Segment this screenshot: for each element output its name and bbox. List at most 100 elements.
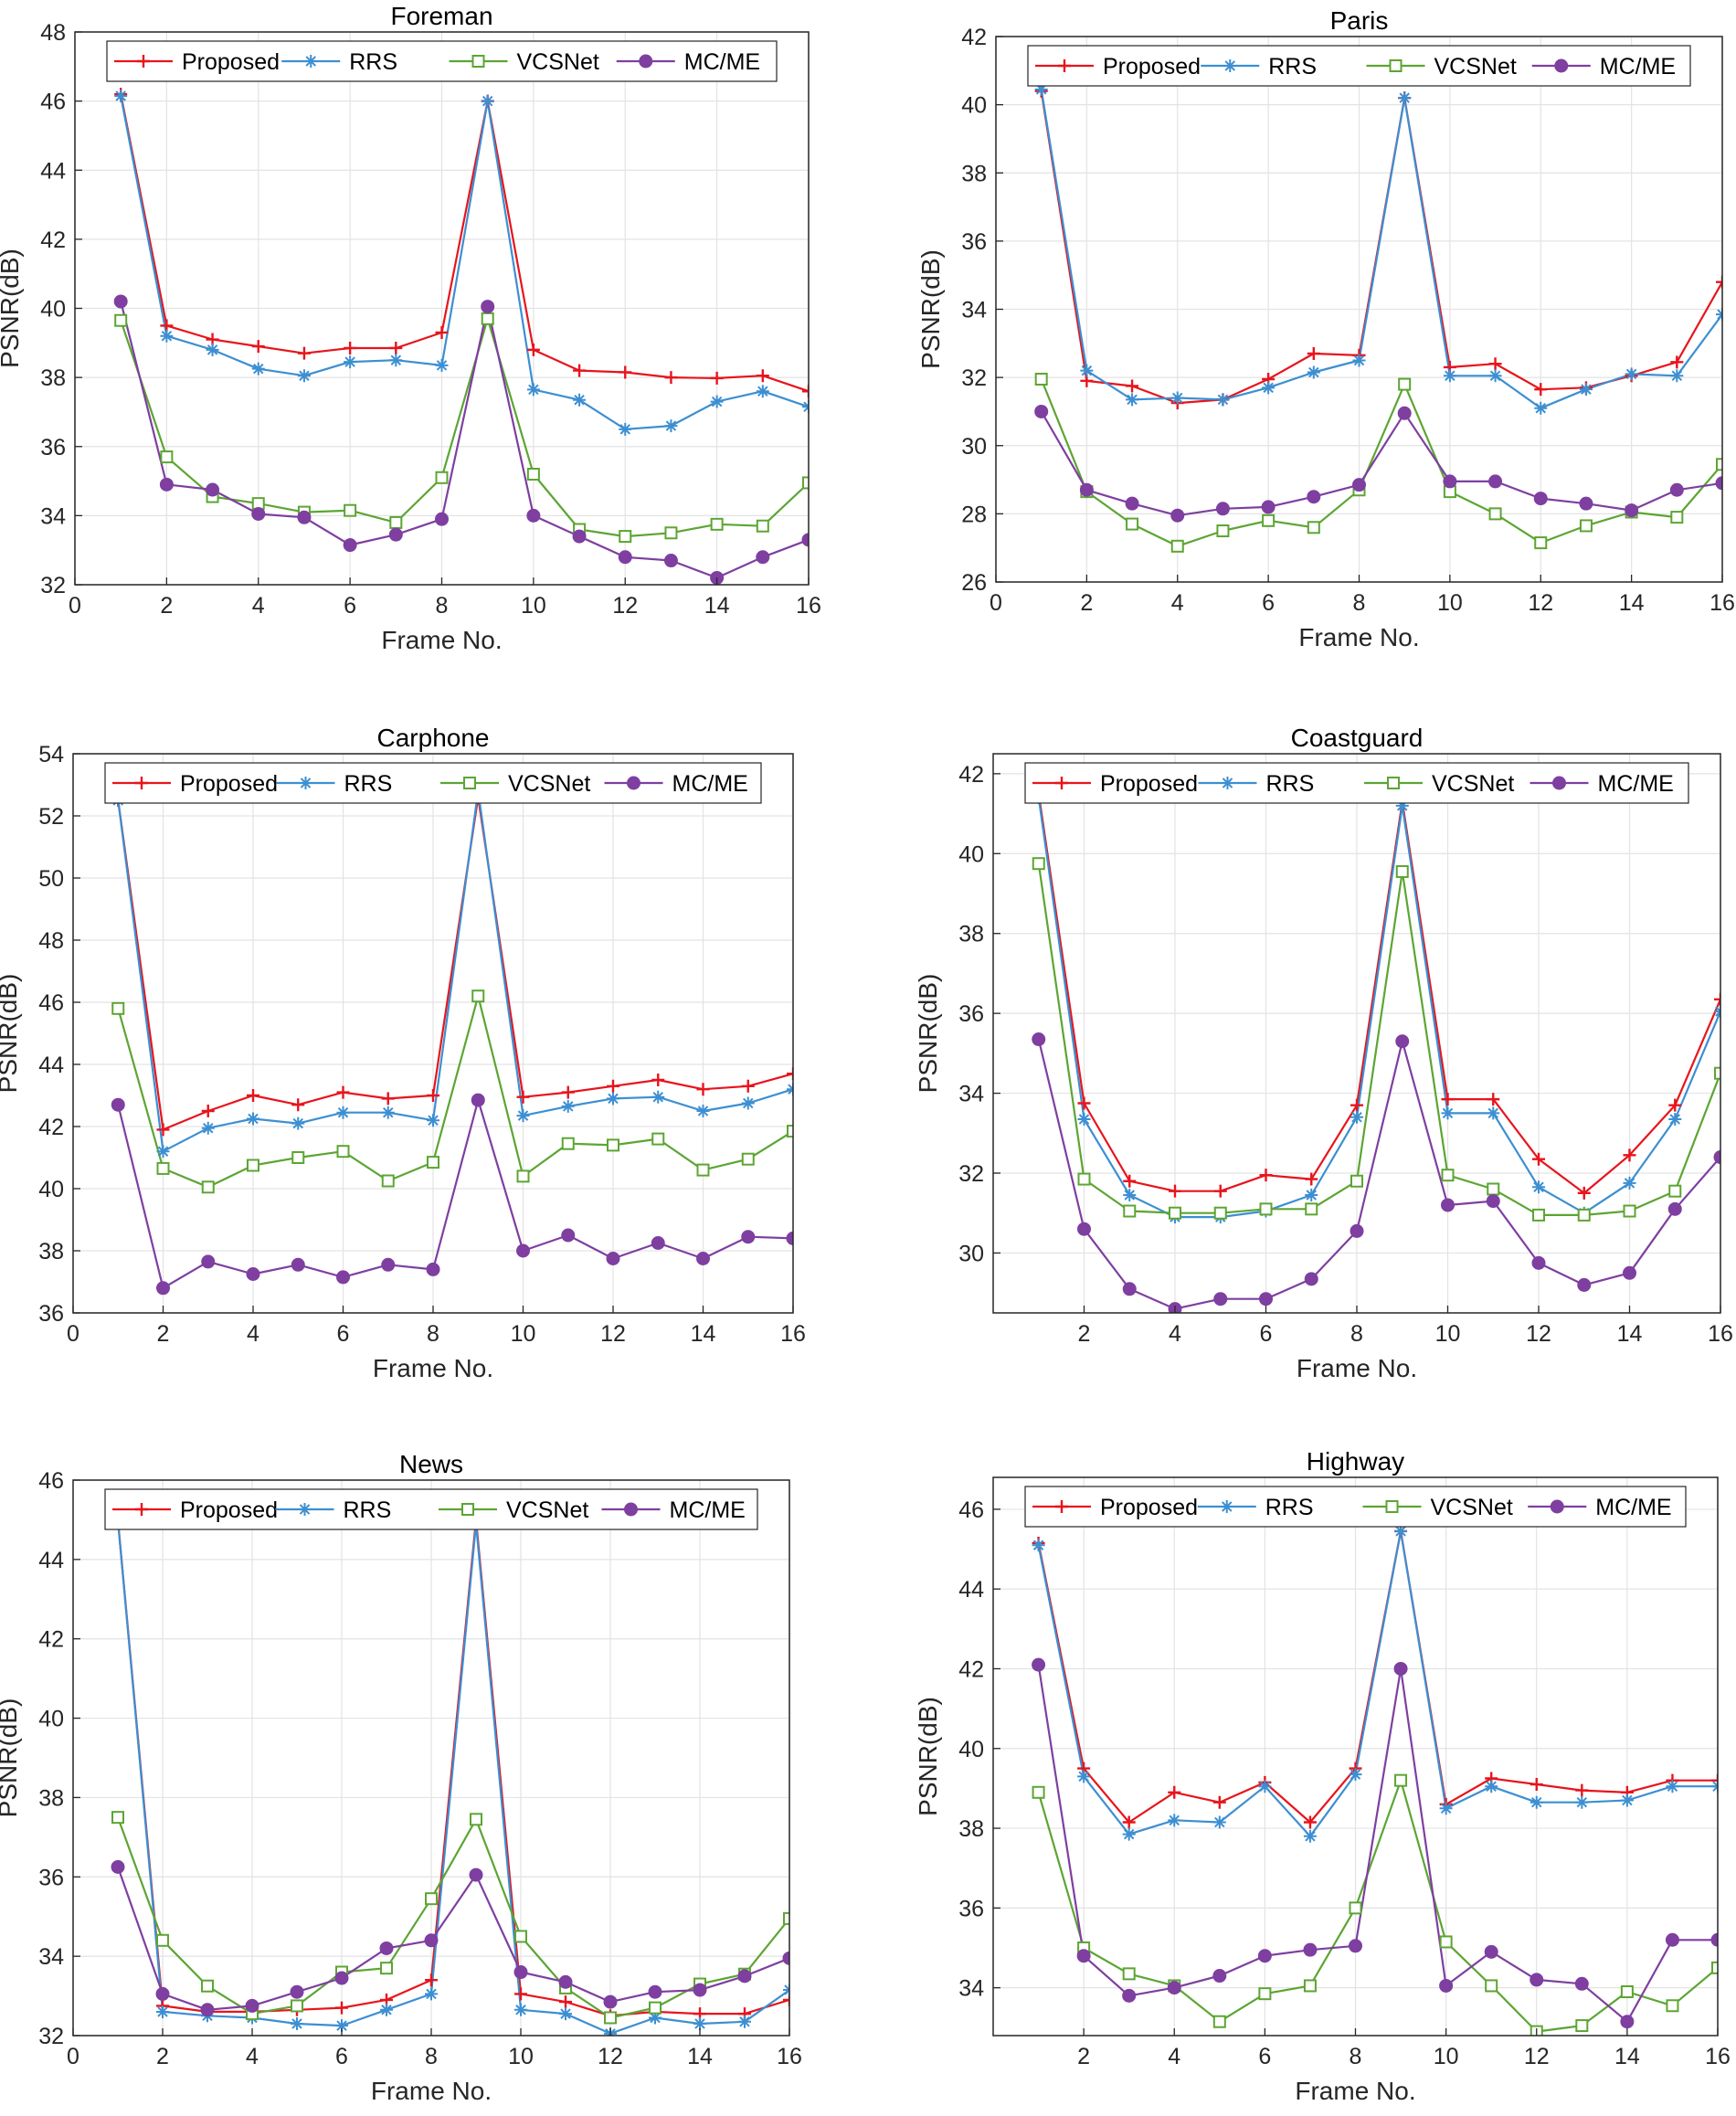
tick-label-x: 0	[67, 2044, 79, 2069]
data-point	[297, 369, 311, 383]
data-point	[1620, 1984, 1634, 1998]
tick-label-x: 6	[1258, 2044, 1271, 2069]
legend: Proposed RRS VCSNet MC/ME	[104, 1488, 758, 1530]
tick-label-y: 48	[38, 928, 64, 954]
data-point	[1168, 1814, 1181, 1827]
data-point	[381, 1257, 396, 1272]
data-point	[1394, 1773, 1408, 1787]
tick-label-x: 12	[1524, 2044, 1550, 2069]
tick-label-y: 34	[958, 1976, 984, 2002]
data-point	[297, 346, 311, 360]
data-point	[1668, 1098, 1682, 1112]
data-point	[1212, 2015, 1226, 2028]
data-point	[471, 989, 485, 1003]
chart-title: Paris	[1330, 6, 1389, 35]
tick-label-y: 46	[958, 1497, 984, 1523]
series-group	[111, 784, 793, 1296]
tick-label-x: 14	[691, 1321, 716, 1347]
legend-label: Proposed	[180, 771, 278, 797]
data-point	[1488, 369, 1502, 383]
data-point	[1488, 474, 1503, 489]
data-point	[1126, 379, 1139, 393]
data-point	[389, 341, 403, 354]
tick-label-x: 4	[1169, 1321, 1181, 1347]
data-point	[471, 1093, 485, 1107]
data-point	[801, 533, 809, 547]
tick-label-x: 2	[156, 2044, 169, 2069]
data-point	[1257, 1949, 1272, 1963]
data-point	[1123, 1204, 1137, 1218]
tick-label-y: 36	[958, 1896, 984, 1921]
data-point	[1620, 2015, 1635, 2029]
data-point	[1395, 864, 1409, 878]
legend-marker	[1220, 1500, 1233, 1513]
data-point	[291, 1257, 305, 1272]
data-point	[664, 371, 678, 385]
legend-label: Proposed	[180, 1497, 278, 1523]
data-point	[1303, 1829, 1317, 1843]
data-point	[380, 1962, 393, 1975]
series-group	[111, 1513, 789, 2036]
data-point	[111, 1097, 125, 1112]
data-point	[1167, 1981, 1181, 1995]
data-point	[604, 2011, 617, 2025]
data-point	[379, 1941, 394, 1955]
data-point	[1668, 1112, 1682, 1126]
tick-label-y: 48	[40, 20, 66, 46]
tick-label-x: 16	[780, 1321, 806, 1347]
data-point	[696, 1083, 710, 1096]
data-point	[427, 1089, 439, 1102]
data-point	[559, 1995, 572, 2009]
legend-marker	[299, 777, 312, 789]
chart-title: Coastguard	[1291, 724, 1424, 752]
tick-label-y: 34	[961, 298, 987, 323]
data-point	[1034, 372, 1048, 386]
data-point	[156, 2005, 169, 2018]
data-point	[1034, 404, 1049, 418]
data-point	[786, 1231, 793, 1245]
data-point	[1123, 1189, 1137, 1202]
tick-label-x: 4	[247, 1321, 259, 1347]
tick-label-y: 52	[38, 804, 64, 830]
data-point	[1441, 1093, 1455, 1106]
series-line-vcsnet	[120, 317, 809, 538]
data-point	[425, 1987, 438, 2001]
data-point	[1623, 1204, 1636, 1218]
data-point	[111, 1859, 125, 1874]
data-point	[1032, 1539, 1045, 1552]
tick-label-x: 12	[600, 1321, 626, 1347]
data-point	[1213, 1184, 1227, 1198]
tick-label-x: 12	[598, 2044, 623, 2069]
data-point	[802, 476, 809, 490]
data-point	[1170, 539, 1184, 553]
data-point	[514, 2003, 527, 2016]
series-group	[1034, 82, 1722, 553]
data-point	[1439, 1802, 1453, 1815]
data-point	[802, 385, 809, 398]
data-point	[741, 1230, 756, 1244]
tick-label-y: 38	[40, 365, 66, 391]
data-point	[1032, 1657, 1046, 1672]
data-point	[1213, 1206, 1227, 1220]
tick-label-y: 36	[38, 1301, 64, 1327]
data-point	[1394, 1524, 1408, 1538]
tick-label-x: 2	[1077, 2044, 1090, 2069]
tick-label-y: 34	[958, 1082, 984, 1107]
data-point	[696, 1163, 710, 1177]
data-point	[111, 1811, 124, 1825]
data-point	[1441, 1106, 1455, 1120]
data-point	[1487, 1106, 1500, 1120]
legend-marker	[1385, 1500, 1399, 1513]
data-point	[251, 506, 266, 521]
tick-label-x: 8	[1353, 590, 1366, 616]
data-point	[435, 358, 449, 372]
data-point	[737, 1969, 752, 1984]
data-point	[156, 1161, 170, 1175]
data-point	[606, 1252, 620, 1265]
tick-label-x: 12	[612, 593, 638, 619]
tick-label-y: 34	[38, 1944, 64, 1970]
legend-label: VCSNet	[508, 771, 590, 797]
tick-label-x: 12	[1528, 590, 1553, 616]
